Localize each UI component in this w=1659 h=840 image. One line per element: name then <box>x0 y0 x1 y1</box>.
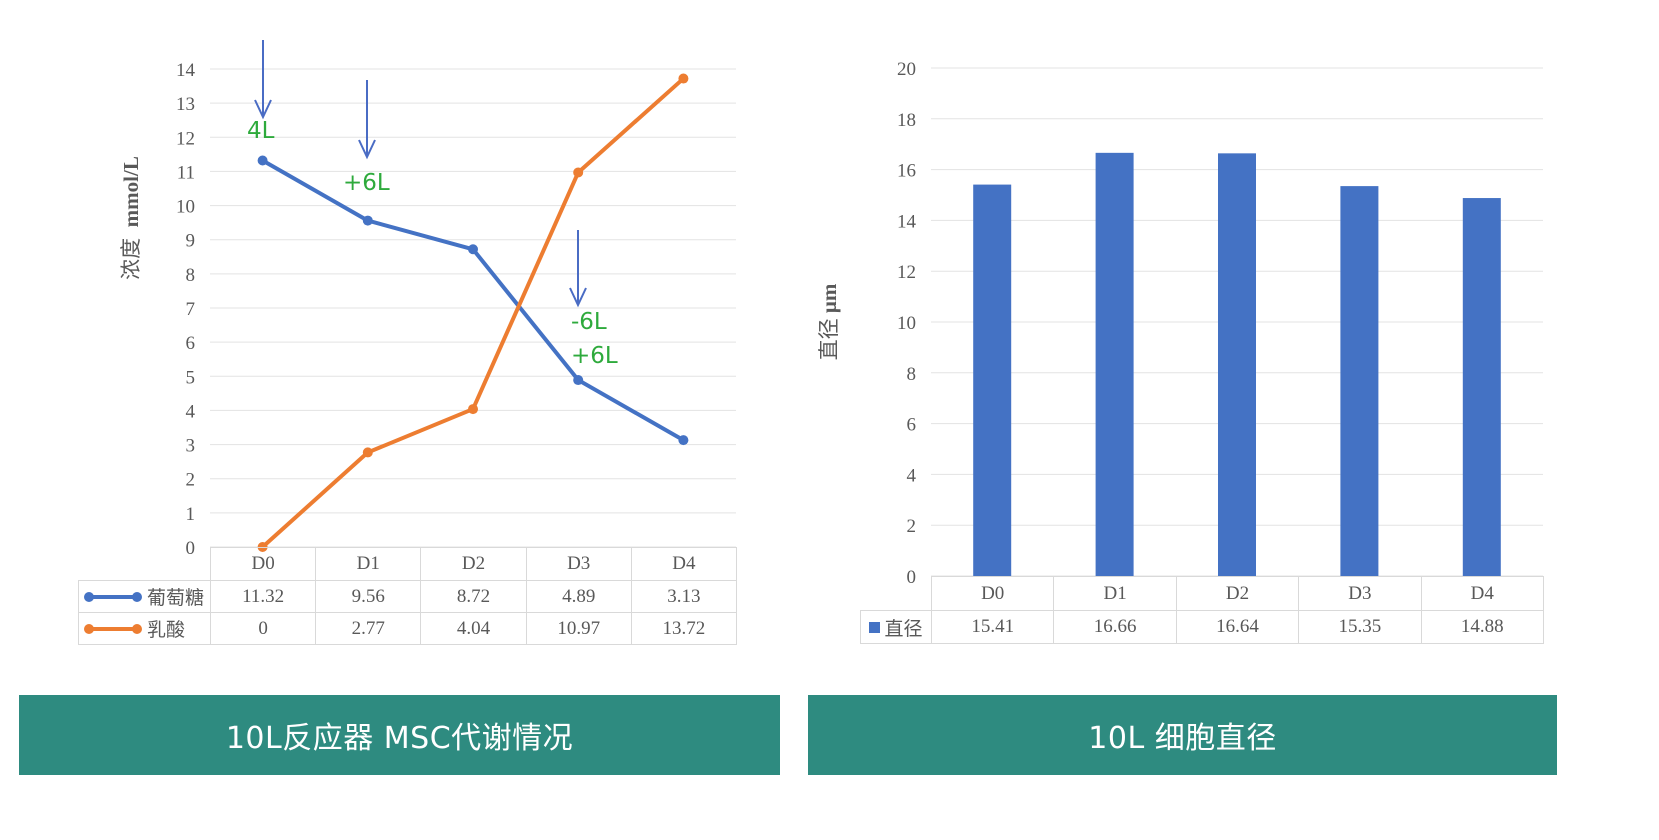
table-cell: 11.32 <box>210 580 317 613</box>
series-glucose <box>257 155 689 446</box>
y-tick-label: 13 <box>176 94 195 115</box>
bar-D0[interactable] <box>973 184 1012 576</box>
y-tick-label: 16 <box>897 161 916 182</box>
data-point[interactable] <box>678 435 689 446</box>
banner-diameter: 10L 细胞直径 <box>808 695 1557 775</box>
table-cell: 16.64 <box>1175 610 1300 644</box>
y-tick-label: 12 <box>897 262 916 283</box>
metabolism-chart: 0 1 2 3 4 5 6 7 8 9 10 11 12 13 14 浓度 mmol/L 4L +6L -6… <box>0 0 790 660</box>
data-point[interactable] <box>362 215 373 226</box>
y-tick-label: 8 <box>186 265 196 286</box>
table-cell: 3.13 <box>630 580 737 613</box>
bar-D1[interactable] <box>1095 152 1134 576</box>
y-tick-label: 11 <box>177 162 195 183</box>
table-cell: 15.41 <box>931 610 1055 644</box>
y-tick-label: 14 <box>176 60 196 81</box>
y-tick-label: 3 <box>186 436 196 457</box>
y-axis-label-unit: mmol/L <box>119 156 143 228</box>
column-header: D4 <box>1420 576 1544 611</box>
table-cell: 13.72 <box>630 612 737 645</box>
y-axis-label-cn: 直径 <box>817 318 841 361</box>
y-axis-label-unit: μm <box>817 283 841 314</box>
column-header: D3 <box>1298 576 1422 611</box>
legend-label: 葡萄糖 <box>147 588 205 609</box>
y-tick-label: 6 <box>907 415 917 436</box>
y-tick-label: 6 <box>186 333 196 354</box>
y-tick-label: 8 <box>907 364 917 385</box>
y-tick-label: 5 <box>186 367 196 388</box>
annotation-minus6L-d3: -6L <box>571 309 607 335</box>
table-cell: 4.04 <box>420 612 527 645</box>
y-tick-label: 2 <box>907 516 917 537</box>
column-header: D2 <box>420 547 527 581</box>
banner-metabolism: 10L反应器 MSC代谢情况 <box>19 695 780 775</box>
bar-D4[interactable] <box>1462 198 1501 576</box>
column-header: D0 <box>210 547 317 581</box>
series-lactate <box>257 73 689 552</box>
table-cell: 15.35 <box>1298 610 1422 644</box>
data-table-diameter: D0 D1 D2 D3 D4 直径 15.41 16.66 16.64 15.35 14.88 <box>860 576 1544 644</box>
table-cell: 16.66 <box>1053 610 1177 644</box>
table-cell: 4.89 <box>525 580 632 613</box>
y-axis-label-cn: 浓度 <box>119 237 143 280</box>
legend-glucose: 葡萄糖 <box>78 580 211 613</box>
banner-diameter-title: 10L 细胞直径 <box>1088 721 1277 756</box>
column-header: D0 <box>931 576 1055 611</box>
down-arrow-icon <box>254 40 272 120</box>
legend-line-marker-icon <box>84 591 142 602</box>
y-tick-label: 10 <box>176 197 195 218</box>
down-arrow-icon <box>358 80 376 160</box>
legend-lactate: 乳酸 <box>78 612 211 645</box>
y-tick-label: 9 <box>186 231 196 252</box>
table-cell: 9.56 <box>315 580 422 613</box>
column-header: D3 <box>525 547 632 581</box>
column-header: D1 <box>1053 576 1177 611</box>
legend-label: 乳酸 <box>147 620 186 641</box>
legend-label: 直径 <box>884 618 923 640</box>
table-cell: 14.88 <box>1420 610 1544 644</box>
data-point[interactable] <box>468 404 478 415</box>
y-tick-label: 14 <box>897 211 917 232</box>
y-tick-label: 12 <box>176 128 195 149</box>
column-header: D1 <box>315 547 422 581</box>
column-header: D2 <box>1175 576 1300 611</box>
data-point[interactable] <box>573 167 584 178</box>
y-tick-label: 0 <box>907 567 917 588</box>
y-tick-label: 20 <box>897 59 916 80</box>
annotation-4L: 4L <box>247 118 275 144</box>
annotation-plus6L-d3: +6L <box>571 343 618 369</box>
bar-D2[interactable] <box>1218 153 1256 576</box>
y-tick-label: 7 <box>186 299 196 320</box>
data-point[interactable] <box>678 73 689 84</box>
table-cell: 0 <box>210 612 317 645</box>
banner-metabolism-title: 10L反应器 MSC代谢情况 <box>225 721 574 756</box>
data-point[interactable] <box>362 447 373 458</box>
column-header: D4 <box>630 547 737 581</box>
y-tick-label: 18 <box>897 110 916 131</box>
y-tick-label: 0 <box>186 538 196 559</box>
annotation-plus6L-d1: +6L <box>343 170 390 196</box>
y-tick-label: 4 <box>907 465 917 486</box>
table-cell: 8.72 <box>420 580 527 613</box>
diameter-chart: 0 2 4 6 8 10 12 14 16 18 20 直径 μm D0 D1 D2 D3 D4 直径 15.4… <box>790 0 1659 660</box>
data-point[interactable] <box>573 375 584 386</box>
data-point[interactable] <box>468 244 478 255</box>
data-table-metabolism: D0 D1 D2 D3 D4 葡萄糖 11.32 9.56 8.72 4.89 3.13 乳酸 0 2.7… <box>78 547 737 645</box>
legend-diameter: 直径 <box>860 610 932 644</box>
table-cell: 2.77 <box>315 612 422 645</box>
down-arrow-icon <box>569 230 587 308</box>
y-tick-label: 10 <box>897 313 916 334</box>
data-point[interactable] <box>257 155 268 166</box>
table-cell: 10.97 <box>525 612 632 645</box>
bar-chart-plot: 0 2 4 6 8 10 12 14 16 18 20 <box>897 59 1543 588</box>
bar-D3[interactable] <box>1340 186 1379 577</box>
y-tick-label: 1 <box>186 504 196 525</box>
y-tick-label: 2 <box>186 470 196 491</box>
y-tick-label: 4 <box>186 401 196 422</box>
legend-square-icon <box>869 621 881 633</box>
legend-line-marker-icon <box>84 623 142 634</box>
